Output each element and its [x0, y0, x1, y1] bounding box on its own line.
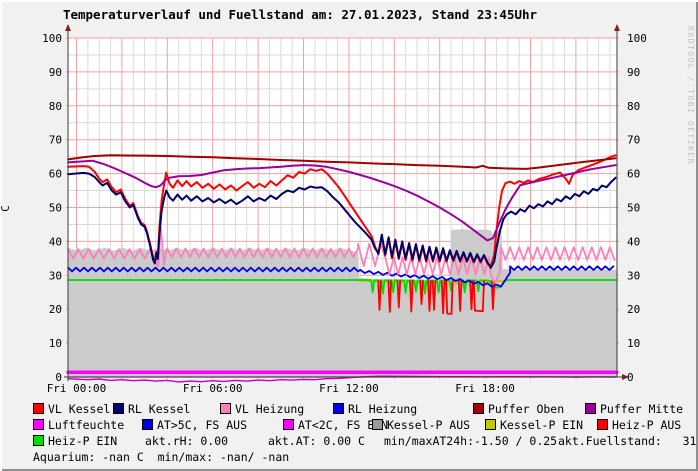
y-tick-label-right: 70 [627, 134, 640, 147]
series-area-kessel-p-aus [68, 229, 617, 377]
legend-label: akt.rH: 0.00 [145, 434, 229, 448]
y-tick-label-right: 60 [627, 168, 640, 181]
x-tick-label: Fri 18:00 [455, 382, 515, 395]
graph-title: Temperaturverlauf und Fuellstand am: 27.… [62, 7, 538, 22]
legend-item: VL Heizung [220, 403, 304, 416]
legend-label: Aquarium: -nan C min/max: -nan/ -nan [33, 450, 290, 464]
legend-stat: Aquarium: -nan C min/max: -nan/ -nan [33, 451, 289, 464]
series-line-puffer-mitte [67, 159, 617, 242]
legend-label: akt.AT: 0.00 C [268, 434, 365, 448]
legend-item: AT>5C, FS AUS [142, 419, 247, 432]
legend-stat: akt.Fuellstand: 31 [558, 435, 696, 448]
y-tick-label-right: 90 [627, 66, 640, 79]
legend-swatch [485, 419, 496, 430]
legend-swatch [142, 419, 153, 430]
legend-swatch [220, 403, 231, 414]
legend-item: Heiz-P AUS [597, 419, 681, 432]
series-line-rl-heizung [67, 265, 615, 288]
legend-row-3: Heiz-P EIN akt.rH: 0.00 akt.AT: 0.00 C min/… [0, 435, 698, 451]
legend-stat: min/maxAT24h:-1.50 / 0.25 [384, 435, 557, 448]
rrdtool-watermark: RRDTOOL / TOBI OETIKER [686, 26, 695, 165]
legend-label: akt.Fuellstand: 31 [558, 434, 697, 448]
series-line-vl-heizung [67, 226, 616, 284]
y-tick-label-left: 50 [49, 202, 62, 215]
legend-item: Kessel-P EIN [485, 419, 583, 432]
legend-swatch [33, 419, 44, 430]
legend-item: Luftfeuchte [33, 419, 124, 432]
legend-swatch [473, 403, 484, 414]
legend-row-4: Aquarium: -nan C min/max: -nan/ -nan [0, 451, 698, 467]
x-tick-label: Fri 00:00 [47, 382, 107, 395]
legend-label: RL Kessel [128, 402, 191, 416]
legend-item: VL Kessel [33, 403, 110, 416]
x-tick-label: Fri 06:00 [183, 382, 243, 395]
y-tick-label-right: 50 [627, 202, 640, 215]
legend-item: Puffer Mitte [585, 403, 683, 416]
legend-label: VL Kessel [48, 402, 111, 416]
y-axis-arrow-right [614, 24, 620, 31]
plot-area: 0 0 10 10 20 20 30 30 40 40 50 50 60 60 70 70 80 80 90 90 10… [42, 24, 647, 395]
legend-item: Heiz-P EIN [33, 435, 117, 448]
legend-swatch [585, 403, 596, 414]
legend-swatch [113, 403, 124, 414]
legend-row-1: VL Kessel RL Kessel VL Heizung RL Heizung Pu… [0, 403, 698, 419]
y-tick-label-right: 10 [627, 337, 640, 350]
series-line-heiz-p-aus [377, 280, 496, 315]
y-tick-label-right: 0 [627, 371, 634, 384]
legend-item: RL Heizung [333, 403, 417, 416]
legend-swatch [372, 419, 383, 430]
y-tick-label-left: 0 [55, 371, 62, 384]
legend-label: Kessel-P EIN [500, 418, 584, 432]
y-axis-arrow-left [65, 24, 71, 31]
y-tick-label-left: 40 [49, 235, 62, 248]
series-line-rl-kessel [67, 171, 617, 269]
legend-label: min/maxAT24h:-1.50 / 0.25 [384, 434, 558, 448]
series-line-puffer-oben [67, 154, 617, 170]
legend-label: AT>5C, FS AUS [157, 418, 248, 432]
legend-label: RL Heizung [348, 402, 418, 416]
y-tick-label-left: 10 [49, 337, 62, 350]
legend-stat: akt.AT: 0.00 C [268, 435, 365, 448]
legend-label: Luftfeuchte [48, 418, 125, 432]
x-tick-label: Fri 12:00 [319, 382, 379, 395]
legend-swatch [33, 403, 44, 414]
legend-label: AT<2C, FS EIN [298, 418, 389, 432]
legend-item: Puffer Oben [473, 403, 564, 416]
legend-swatch [597, 419, 608, 430]
y-tick-label-left: 70 [49, 134, 62, 147]
legend-label: Heiz-P EIN [48, 434, 118, 448]
y-tick-label-right: 20 [627, 303, 640, 316]
legend-swatch [283, 419, 294, 430]
y-tick-label-left: 60 [49, 168, 62, 181]
legend-row-2: Luftfeuchte AT>5C, FS AUS AT<2C, FS EIN Kes… [0, 419, 698, 435]
y-tick-label-right: 80 [627, 100, 640, 113]
y-tick-label-left: 30 [49, 269, 62, 282]
legend-item: AT<2C, FS EIN [283, 419, 388, 432]
legend-item: Kessel-P AUS [372, 419, 470, 432]
y-tick-label-right: 40 [627, 235, 640, 248]
legend-label: VL Heizung [235, 402, 305, 416]
y-tick-label-left: 90 [49, 66, 62, 79]
y-tick-label-right: 100 [627, 32, 647, 45]
legend-item: RL Kessel [113, 403, 190, 416]
x-axis-arrow [622, 374, 629, 380]
y-tick-label-left: 80 [49, 100, 62, 113]
legend-swatch [333, 403, 344, 414]
legend-label: Puffer Oben [488, 402, 565, 416]
legend-stat: akt.rH: 0.00 [145, 435, 228, 448]
legend-label: Heiz-P AUS [612, 418, 682, 432]
series-line-heiz-p-ein [67, 279, 618, 295]
legend-label: Kessel-P AUS [387, 418, 471, 432]
y-tick-label-left: 20 [49, 303, 62, 316]
y-tick-label-left: 100 [42, 32, 62, 45]
y-tick-label-right: 30 [627, 269, 640, 282]
legend-swatch [33, 435, 44, 446]
legend-label: Puffer Mitte [600, 402, 684, 416]
